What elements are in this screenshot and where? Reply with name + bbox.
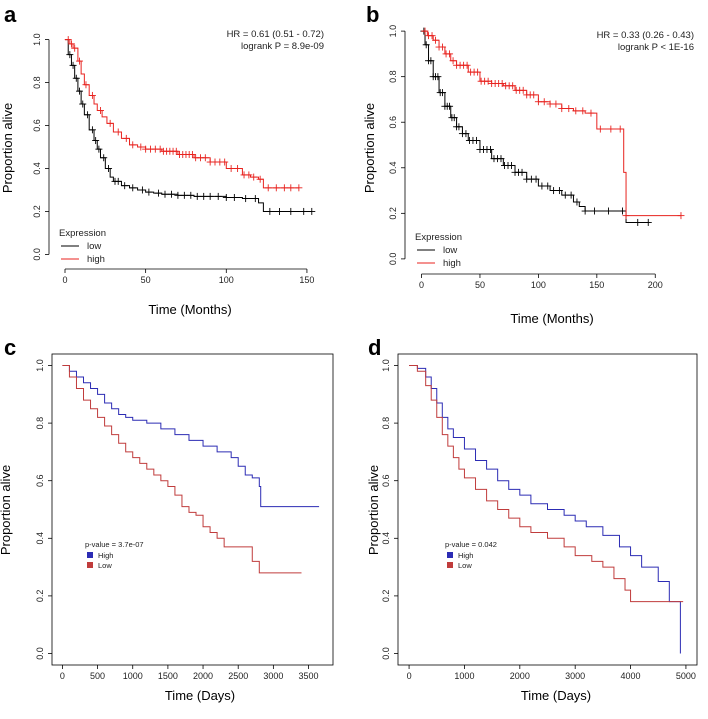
- panel-letter-a: a: [4, 2, 17, 27]
- x-tick-label: 3000: [263, 671, 283, 681]
- x-tick-label: 2500: [228, 671, 248, 681]
- y-tick-label: 1.0: [388, 25, 398, 38]
- panel-letter-c: c: [4, 335, 16, 360]
- survival-curve-low: [421, 30, 650, 223]
- x-tick-label: 1000: [454, 671, 474, 681]
- x-tick-label: 3500: [299, 671, 319, 681]
- x-tick-label: 0: [60, 671, 65, 681]
- stat-text: logrank P = 8.9e-09: [241, 41, 324, 52]
- x-tick-label: 4000: [621, 671, 641, 681]
- x-axis-title: Time (Days): [521, 688, 591, 703]
- y-tick-label: 0.2: [32, 205, 42, 218]
- x-tick-label: 0: [407, 671, 412, 681]
- chart-panel-a: a 0 50 100 150 0.0 0.2 0.4 0.6 0.8 1.0 Time (Months…: [0, 2, 324, 317]
- legend-label-high: High: [98, 551, 113, 560]
- plot-frame: [397, 353, 698, 666]
- legend-label-low: low: [443, 245, 457, 256]
- y-tick-label: 0.8: [32, 76, 42, 89]
- x-axis-title: Time (Months): [148, 302, 231, 317]
- legend-label-high: High: [458, 551, 473, 560]
- y-tick-label: 0.0: [388, 253, 398, 266]
- x-tick-label: 2000: [193, 671, 213, 681]
- legend-title: Expression: [415, 232, 462, 243]
- survival-curve-low: [65, 39, 312, 212]
- y-tick-label: 0.4: [381, 532, 391, 545]
- survival-curve-high: [409, 365, 681, 654]
- plot-frame: [51, 353, 334, 666]
- y-axis-title: Proportion alive: [362, 103, 377, 193]
- survival-curve-low: [62, 365, 302, 574]
- y-tick-label: 0.6: [381, 474, 391, 487]
- chart-panel-b: b 0 50 100 150 200 0.0 0.2 0.4 0.6 0.8 1.0 Time (Mon…: [362, 2, 694, 326]
- panel-letter-d: d: [368, 335, 381, 360]
- survival-curve-high: [62, 365, 320, 508]
- legend-swatch-high: [87, 552, 93, 558]
- x-tick-label: 1000: [123, 671, 143, 681]
- y-axis-title: Proportion alive: [366, 465, 381, 555]
- legend: Expression low high: [415, 232, 462, 269]
- x-tick-label: 1500: [158, 671, 178, 681]
- x-tick-label: 100: [219, 275, 234, 285]
- chart-panel-c: c 0 500 1000 1500 2000 2500 3000 3500 0.0 0.2 0.4 0.…: [0, 335, 334, 703]
- y-tick-label: 1.0: [32, 33, 42, 46]
- legend-title: Expression: [59, 228, 106, 239]
- stat-text: p-value = 3.7e-07: [85, 540, 144, 549]
- y-tick-label: 0.8: [35, 417, 45, 430]
- y-tick-label: 0.4: [35, 532, 45, 545]
- y-tick-label: 0.4: [388, 162, 398, 175]
- legend-label-low: low: [87, 241, 101, 252]
- y-tick-label: 0.2: [381, 590, 391, 603]
- y-tick-label: 0.0: [32, 248, 42, 261]
- stat-text: logrank P < 1E-16: [618, 42, 694, 53]
- legend-swatch-low: [447, 562, 453, 568]
- y-tick-label: 0.2: [35, 590, 45, 603]
- x-tick-label: 2000: [510, 671, 530, 681]
- x-tick-label: 100: [531, 280, 546, 290]
- legend-label-high: high: [443, 258, 461, 269]
- y-tick-label: 0.4: [32, 162, 42, 175]
- y-axis-title: Proportion alive: [0, 465, 13, 555]
- x-axis-title: Time (Days): [165, 688, 235, 703]
- x-tick-label: 50: [141, 275, 151, 285]
- y-tick-label: 0.2: [388, 207, 398, 220]
- legend-swatch-high: [447, 552, 453, 558]
- chart-panel-d: d 0 1000 2000 3000 4000 5000 0.0 0.2 0.4 0.6 0.8 1.0…: [366, 335, 698, 703]
- y-tick-label: 0.6: [32, 119, 42, 132]
- y-tick-label: 0.8: [381, 417, 391, 430]
- panel-letter-b: b: [366, 2, 379, 27]
- stat-text: p-value = 0.042: [445, 540, 497, 549]
- y-tick-label: 1.0: [35, 359, 45, 372]
- legend-swatch-low: [87, 562, 93, 568]
- y-tick-label: 0.6: [35, 474, 45, 487]
- survival-curve-low: [409, 365, 684, 603]
- stat-text: HR = 0.33 (0.26 - 0.43): [597, 30, 694, 41]
- x-tick-label: 500: [90, 671, 105, 681]
- stat-text: HR = 0.61 (0.51 - 0.72): [227, 29, 324, 40]
- survival-curve-high: [421, 30, 681, 217]
- y-tick-label: 0.0: [35, 647, 45, 660]
- x-tick-label: 0: [419, 280, 424, 290]
- x-tick-label: 5000: [676, 671, 696, 681]
- x-tick-label: 150: [299, 275, 314, 285]
- x-tick-label: 50: [475, 280, 485, 290]
- y-tick-label: 0.6: [388, 116, 398, 129]
- x-tick-label: 3000: [565, 671, 585, 681]
- y-tick-label: 0.8: [388, 70, 398, 83]
- legend-label-high: high: [87, 254, 105, 265]
- legend-label-low: Low: [98, 561, 112, 570]
- x-axis-title: Time (Months): [510, 311, 593, 326]
- x-tick-label: 0: [62, 275, 67, 285]
- x-tick-label: 200: [648, 280, 663, 290]
- legend-label-low: Low: [458, 561, 472, 570]
- y-axis-title: Proportion alive: [0, 103, 15, 193]
- legend: Expression low high: [59, 228, 106, 265]
- y-tick-label: 0.0: [381, 647, 391, 660]
- y-tick-label: 1.0: [381, 359, 391, 372]
- x-tick-label: 150: [589, 280, 604, 290]
